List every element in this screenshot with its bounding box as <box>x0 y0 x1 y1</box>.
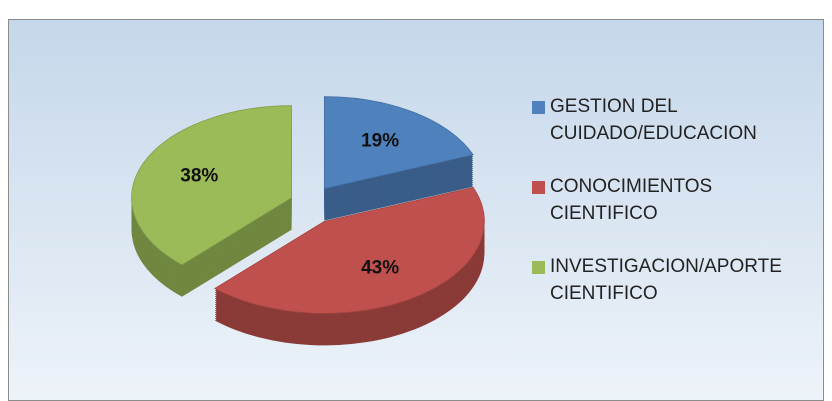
legend-label: GESTION DEL CUIDADO/EDUCACION <box>550 96 757 144</box>
legend-swatch <box>532 101 545 114</box>
pie-slice <box>131 105 292 297</box>
slice-top <box>131 105 292 266</box>
data-label: 19% <box>361 130 399 151</box>
legend-item: CONOCIMIENTOS CIENTIFICO <box>532 173 795 227</box>
legend-swatch <box>532 181 545 194</box>
data-label: 43% <box>361 258 399 279</box>
pie: 19% 43% 38% <box>131 96 485 346</box>
legend-item: INVESTIGACION/APORTE CIENTIFICO <box>532 253 795 307</box>
legend-swatch <box>532 261 545 274</box>
slice-top <box>214 187 485 314</box>
pie-slice <box>214 187 485 346</box>
legend-label: CONOCIMIENTOS CIENTIFICO <box>550 176 713 224</box>
legend: GESTION DEL CUIDADO/EDUCACION CONOCIMIENT… <box>532 93 812 333</box>
pie-slice <box>323 96 474 221</box>
slice-top <box>323 96 474 190</box>
legend-item: GESTION DEL CUIDADO/EDUCACION <box>532 93 795 147</box>
data-label: 38% <box>180 166 218 187</box>
legend-label: INVESTIGACION/APORTE CIENTIFICO <box>550 256 782 304</box>
